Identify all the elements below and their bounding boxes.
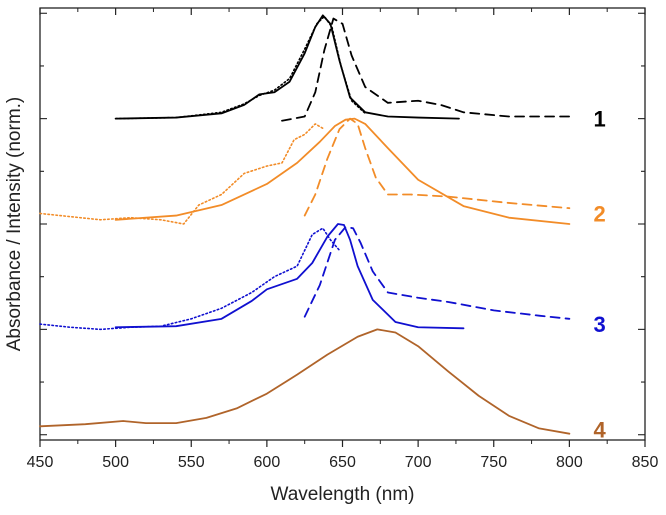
series-3-dotted [39,227,341,331]
series-labels: 1 2 3 4 [594,107,607,443]
x-tick-label: 850 [632,454,659,471]
x-tick-label: 550 [178,454,205,471]
series-3-dashed [303,226,571,320]
series-2-solid [114,117,571,225]
x-tick-label: 650 [329,454,356,471]
series-2-dashed [303,117,571,217]
series-1-dotted [114,15,366,120]
series-1-dashed [281,17,571,122]
series-label-2: 2 [594,201,606,226]
x-tick-label: 600 [254,454,281,471]
series-4-solid [39,328,571,435]
x-tick-label: 800 [556,454,583,471]
y-axis-title: Absorbance / Intensity (norm.) [4,97,25,352]
x-tick-label: 450 [27,454,54,471]
x-axis-title: Wavelength (nm) [271,484,415,505]
series-label-4: 4 [594,417,607,442]
series-label-3: 3 [594,312,606,337]
series-label-1: 1 [594,107,606,132]
series-3-solid [114,223,465,330]
x-tick-label: 750 [480,454,507,471]
axis-ticks: 450 500 550 600 650 700 750 800 850 [27,8,659,471]
x-tick-label: 700 [405,454,432,471]
series-2-dotted [39,123,326,225]
series-curves [39,14,571,435]
x-tick-label: 500 [102,454,129,471]
series-1-solid [114,14,460,120]
